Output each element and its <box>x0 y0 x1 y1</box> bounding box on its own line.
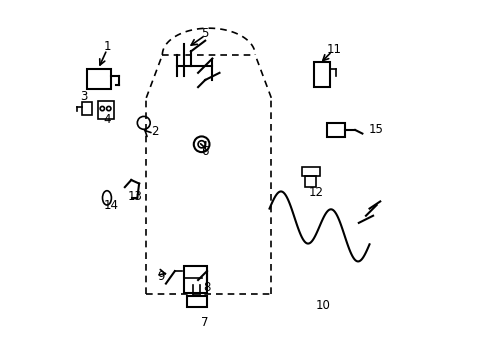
Text: 10: 10 <box>315 298 330 311</box>
Text: 15: 15 <box>368 123 383 136</box>
Text: 12: 12 <box>308 186 323 199</box>
Text: 14: 14 <box>104 199 119 212</box>
Text: 6: 6 <box>201 145 208 158</box>
Text: 3: 3 <box>80 90 87 103</box>
Text: 9: 9 <box>157 270 164 283</box>
Text: 2: 2 <box>150 125 158 138</box>
Text: 5: 5 <box>201 27 208 40</box>
Text: 11: 11 <box>325 43 341 56</box>
Text: 1: 1 <box>103 40 110 53</box>
Text: 8: 8 <box>203 281 210 294</box>
Text: 7: 7 <box>201 316 208 329</box>
Text: 13: 13 <box>127 190 142 203</box>
Text: 4: 4 <box>103 113 110 126</box>
